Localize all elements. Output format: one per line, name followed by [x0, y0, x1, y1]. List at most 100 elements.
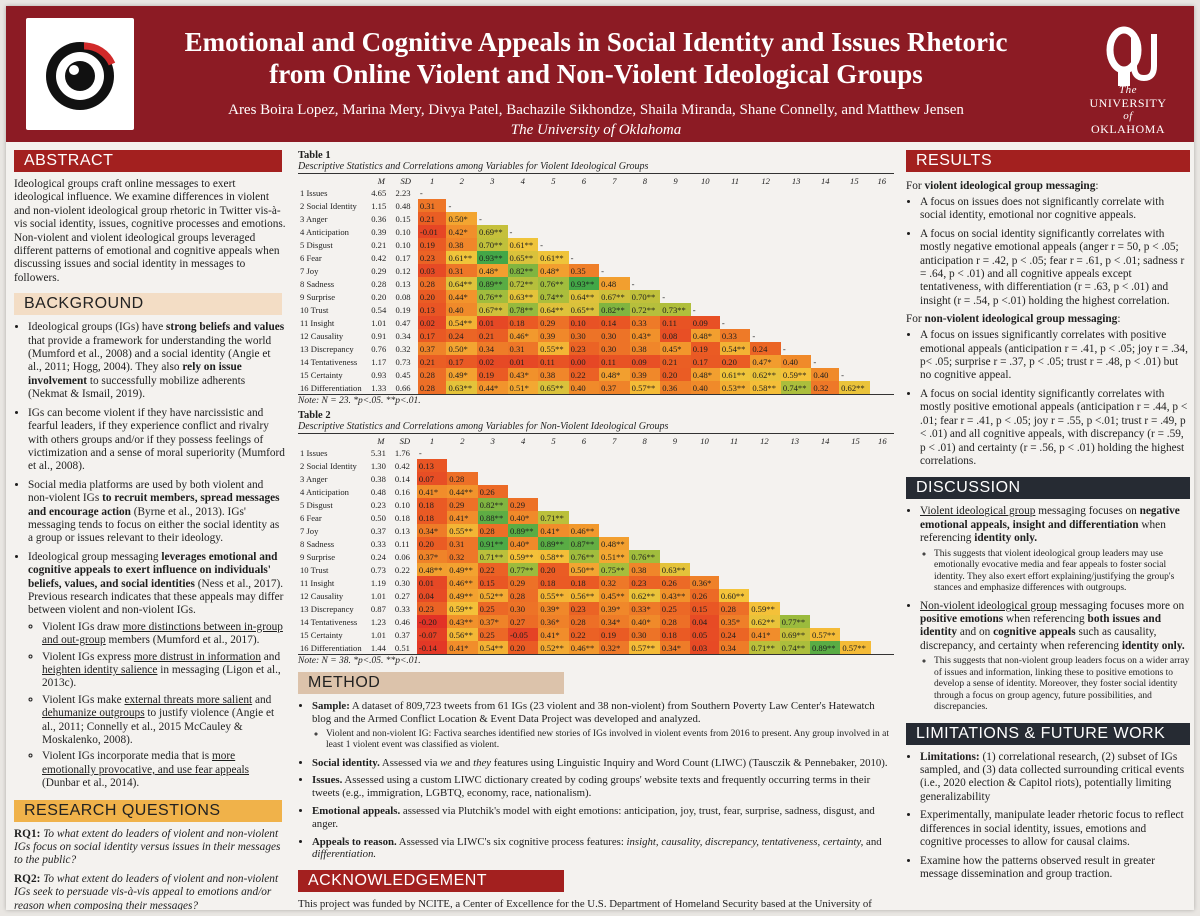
correlation-cell: 0.28: [447, 472, 478, 485]
correlation-cell: 0.26: [659, 576, 691, 589]
empty-cell: [749, 576, 779, 589]
table-row: 9 Surprise 0.24 0.06 0.37* 0.32 0.71** 0.59** 0…: [298, 550, 894, 563]
empty-cell: [749, 524, 779, 537]
correlation-cell: 0.23: [417, 251, 447, 264]
correlation-cell: 0.49*: [446, 368, 478, 381]
correlation-cell: 0.33*: [629, 602, 660, 615]
background-subitem: Violent IGs incorporate media that is mo…: [42, 750, 286, 790]
correlation-cell: 0.51**: [599, 550, 630, 563]
sd-cell: 0.51: [394, 642, 410, 653]
table-row: 11 Insight 1.19 0.30 0.01 0.46** 0.15 0.29 0.18…: [298, 576, 894, 589]
correlation-cell: 0.37: [417, 342, 447, 355]
correlation-cell: 0.17: [690, 355, 720, 368]
mean-cell: 0.48: [370, 486, 386, 497]
empty-cell: [660, 264, 691, 277]
d2-mid3: such as causality, discrepancy, and cert…: [920, 626, 1157, 652]
mean-cell: 0.76: [371, 343, 387, 354]
empty-cell: [840, 537, 870, 550]
row-label: 6 Fear: [300, 512, 322, 523]
empty-cell: [691, 277, 720, 290]
correlation-cell: 0.39: [629, 368, 661, 381]
correlation-cell: 0.50**: [568, 563, 600, 576]
empty-cell: [780, 498, 810, 511]
diagonal-cell: -: [721, 317, 725, 328]
empty-cell: [839, 290, 870, 303]
empty-cell: [811, 329, 839, 342]
sub1-u: more distinctions between in-group and o…: [42, 620, 283, 647]
reason-ital2: differentiation.: [312, 848, 377, 861]
empty-cell: [599, 485, 629, 498]
correlation-cell: 0.31: [507, 342, 539, 355]
method-subitem: Violent and non-violent IG: Factiva sear…: [326, 729, 894, 752]
empty-cell: [447, 446, 477, 459]
correlation-cell: 0.30: [599, 329, 630, 342]
empty-cell: [569, 225, 600, 238]
correlation-cell: 0.44**: [447, 485, 478, 498]
empty-cell: [690, 524, 719, 537]
bg4-bold: leverages emotional and cognitive appeal…: [28, 550, 278, 590]
empty-cell: [811, 212, 839, 225]
l1-text: (1) correlational research, (2) subset o…: [920, 750, 1185, 803]
empty-cell: [839, 212, 870, 225]
correlation-cell: 0.29: [447, 498, 478, 511]
correlation-cell: 0.23: [568, 602, 600, 615]
empty-cell: [810, 446, 840, 459]
empty-cell: [811, 342, 839, 355]
empty-cell: [720, 251, 751, 264]
empty-cell: [690, 498, 719, 511]
empty-cell: [750, 264, 781, 277]
empty-cell: [749, 511, 779, 524]
row-label: 4 Anticipation: [300, 226, 349, 237]
empty-cell: [780, 563, 810, 576]
diagonal-cell: [538, 498, 568, 511]
correlation-cell: 0.43**: [659, 589, 691, 602]
diagonal-cell: -: [419, 187, 423, 198]
table-row: 10 Trust 0.73 0.22 0.48** 0.49** 0.22 0.77** 0.…: [298, 563, 894, 576]
correlation-cell: 0.01: [416, 576, 448, 589]
empty-cell: [840, 550, 870, 563]
correlation-cell: 0.67**: [599, 290, 630, 303]
sd-cell: 0.19: [395, 304, 411, 315]
empty-cell: [780, 459, 810, 472]
row-label: 14 Tentativeness: [300, 616, 358, 627]
empty-cell: [477, 199, 508, 212]
empty-cell: [871, 524, 894, 537]
sub3-u2: dehumanize outgroups: [42, 707, 145, 720]
diagonal-cell: [660, 550, 690, 563]
row-label: 10 Trust: [300, 564, 329, 575]
correlation-cell: 0.48*: [538, 264, 569, 277]
bg1-bold2: rely on issue involvement: [28, 361, 242, 387]
author-list: Ares Boira Lopez, Marina Mery, Divya Pat…: [228, 102, 964, 118]
affiliation: The University of Oklahoma: [510, 122, 682, 138]
correlation-cell: 0.58**: [750, 381, 781, 394]
correlation-cell: 0.24: [718, 628, 750, 641]
sd-cell: 0.45: [395, 369, 411, 380]
mean-cell: 0.42: [371, 252, 387, 263]
correlation-cell: 0.61**: [507, 238, 539, 251]
mean-cell: 1.44: [370, 642, 386, 653]
discussion-sublist: This suggests that violent ideological g…: [920, 549, 1190, 595]
emotional-text: assessed via Plutchik's model with eight…: [312, 804, 875, 830]
correlation-cell: 0.78**: [507, 303, 539, 316]
empty-cell: [871, 537, 894, 550]
l1-label: Limitations:: [920, 750, 980, 763]
mean-cell: 0.24: [370, 551, 386, 562]
mean-cell: 0.21: [371, 239, 387, 250]
violent-results-heading: For violent ideological group messaging:: [906, 180, 1190, 192]
social-post: features using Linguistic Inquiry and Wo…: [491, 756, 888, 769]
table-row: 3 Anger 0.38 0.14 0.07 0.28: [298, 472, 894, 485]
correlation-cell: 0.61**: [719, 368, 751, 381]
table-row: 12 Causality 0.91 0.34 0.17 0.24 0.21 0.46* 0.3…: [298, 329, 894, 342]
empty-cell: [840, 563, 870, 576]
acknowledgement-text: This project was funded by NCITE, a Cent…: [298, 898, 872, 910]
d2-mid1: when referencing: [1003, 612, 1088, 625]
empty-cell: [691, 225, 720, 238]
correlation-cell: 0.15: [477, 576, 508, 589]
empty-cell: [691, 264, 720, 277]
method-list: Sample: A dataset of 809,723 tweets from…: [298, 700, 894, 861]
bg1-post: to successfully mobilize adherents (Nekm…: [28, 374, 246, 401]
row-label: 16 Differentiation: [300, 642, 362, 653]
correlation-cell: 0.25: [477, 602, 508, 615]
empty-cell: [781, 316, 812, 329]
correlation-cell: 0.24: [446, 329, 478, 342]
